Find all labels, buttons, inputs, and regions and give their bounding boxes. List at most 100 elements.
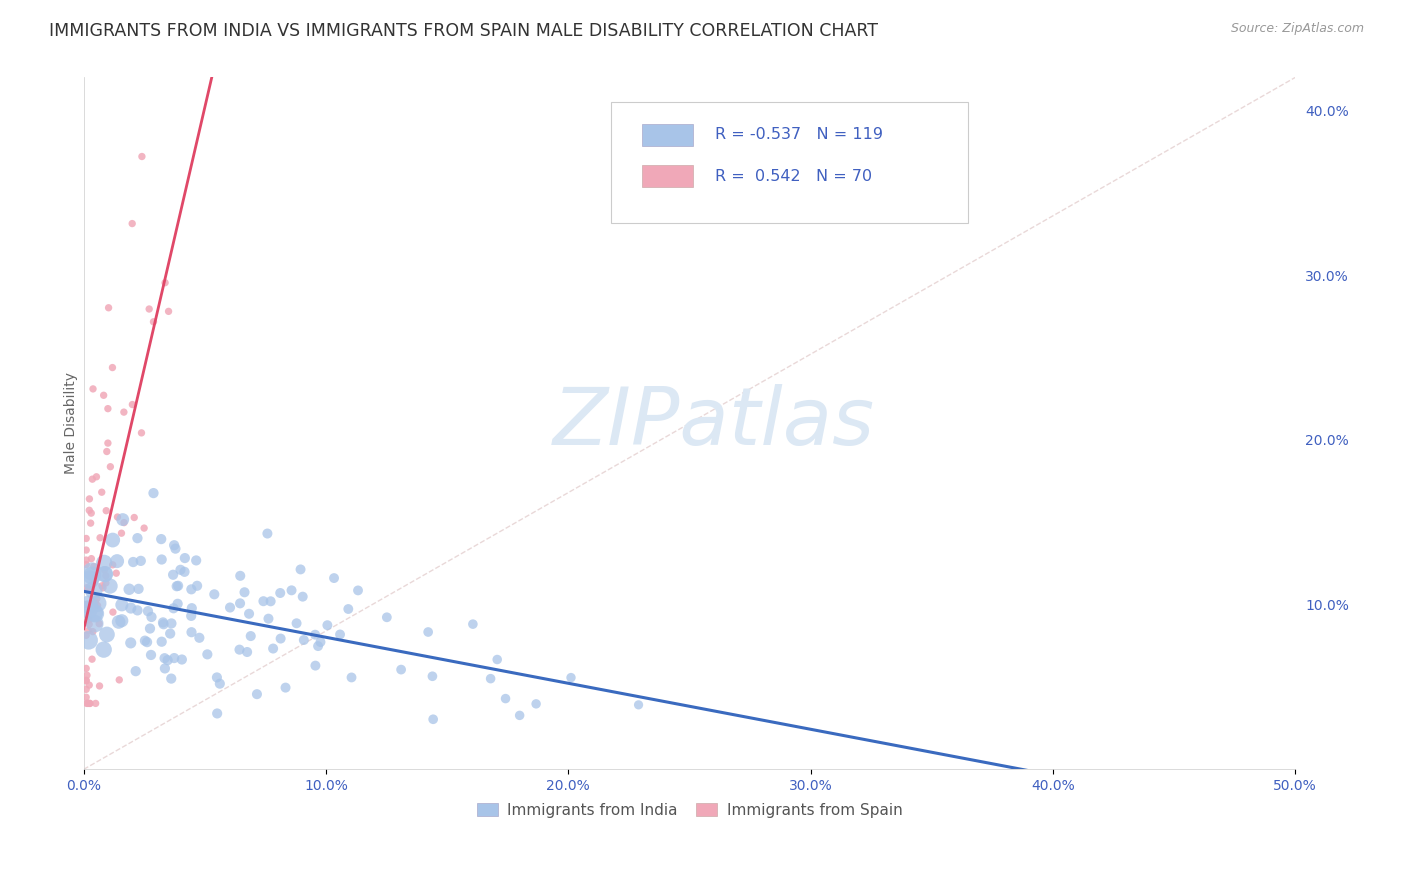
Point (79, 573, 101, 587)
Point (101, 605, 124, 619)
Point (285, 616, 308, 631)
Point (340, 670, 363, 684)
Point (422, 669, 444, 683)
Point (75, 532, 97, 546)
Point (228, 642, 250, 657)
Point (139, 648, 162, 662)
Point (80, 652, 103, 666)
Point (180, 608, 202, 623)
Point (89, 531, 111, 545)
Point (111, 512, 134, 526)
Point (91, 581, 114, 595)
Point (131, 149, 153, 163)
Point (208, 676, 231, 690)
Point (77, 598, 100, 612)
Point (93, 388, 115, 402)
Point (75, 682, 97, 697)
Point (97, 436, 120, 450)
Point (120, 601, 142, 615)
Point (75, 673, 97, 688)
Point (79, 491, 101, 506)
Point (195, 648, 218, 662)
Point (160, 616, 183, 631)
Point (101, 360, 124, 375)
Point (316, 618, 339, 632)
Point (162, 601, 184, 615)
Point (229, 596, 252, 610)
Point (239, 629, 262, 643)
Text: ZIPatlas: ZIPatlas (553, 384, 875, 462)
Point (127, 531, 149, 545)
Point (101, 533, 124, 547)
Bar (643, 165, 693, 187)
Point (304, 628, 326, 642)
Point (524, 697, 547, 711)
Point (180, 601, 202, 615)
Point (122, 555, 145, 569)
Point (153, 651, 176, 665)
Point (270, 632, 292, 646)
Point (139, 622, 162, 636)
Point (186, 579, 208, 593)
Point (169, 563, 191, 577)
Point (202, 587, 225, 601)
Point (108, 673, 131, 687)
Point (560, 671, 582, 685)
Point (91, 579, 114, 593)
Point (141, 610, 163, 624)
Point (98, 579, 121, 593)
Point (329, 627, 352, 641)
Point (461, 617, 484, 632)
Point (153, 661, 176, 675)
Point (83, 616, 105, 631)
Point (152, 617, 174, 632)
Point (75, 598, 97, 612)
Point (129, 554, 152, 568)
Point (84, 595, 107, 609)
Point (486, 652, 509, 666)
Point (627, 698, 650, 712)
Point (163, 538, 186, 552)
Point (77, 582, 100, 596)
Point (347, 583, 370, 598)
Point (86, 591, 108, 606)
Point (142, 315, 165, 329)
Point (422, 712, 444, 726)
Point (86, 470, 108, 484)
Point (80, 506, 103, 520)
Point (389, 663, 412, 677)
Text: R =  0.542   N = 70: R = 0.542 N = 70 (714, 169, 872, 184)
Point (97, 401, 120, 416)
Point (156, 653, 179, 667)
Point (94, 567, 117, 582)
Point (292, 633, 315, 648)
Y-axis label: Male Disability: Male Disability (65, 372, 79, 475)
Point (152, 615, 174, 630)
Point (76, 697, 98, 711)
Point (90, 485, 112, 500)
Point (205, 670, 228, 684)
Legend: Immigrants from India, Immigrants from Spain: Immigrants from India, Immigrants from S… (471, 797, 908, 824)
Point (79, 516, 101, 530)
Point (82, 382, 104, 396)
Point (86, 599, 108, 613)
Point (233, 585, 256, 599)
Point (274, 681, 297, 695)
Point (162, 567, 184, 582)
Point (323, 571, 346, 585)
Point (107, 510, 129, 524)
Point (157, 304, 180, 318)
Text: R = -0.537   N = 119: R = -0.537 N = 119 (714, 128, 883, 143)
Point (170, 652, 193, 666)
Point (165, 541, 187, 556)
Point (188, 631, 211, 645)
Point (259, 594, 281, 608)
Point (80, 565, 103, 579)
Point (418, 625, 440, 640)
Point (136, 635, 159, 649)
Point (495, 691, 517, 706)
Point (82, 472, 104, 486)
Point (290, 562, 312, 576)
Point (93, 556, 115, 570)
Point (118, 582, 141, 597)
